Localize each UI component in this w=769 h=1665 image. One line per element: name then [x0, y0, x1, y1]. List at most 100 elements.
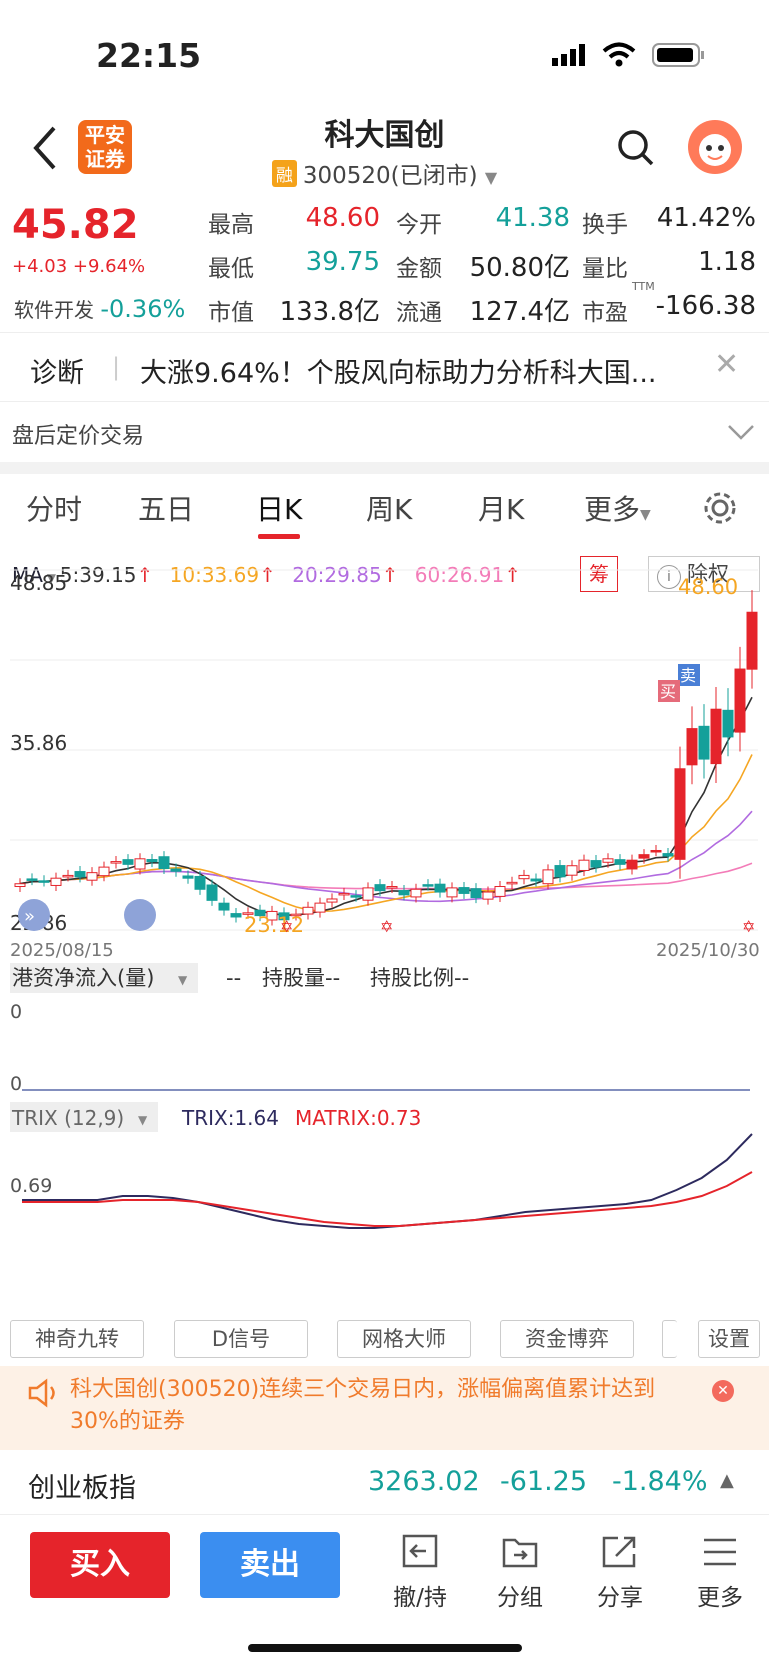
candle-body — [434, 883, 446, 893]
stock-subtitle[interactable]: 融 300520(已闭市) ▼ — [0, 156, 769, 190]
bottom-toolbar: 买入 卖出 撤/持 分组 分享 更多 — [0, 1516, 769, 1665]
chevron-left-icon — [33, 126, 56, 170]
chip-settings[interactable]: 设置 — [698, 1320, 760, 1358]
sector-info[interactable]: 软件开发 -0.36% — [14, 294, 185, 323]
quote-value: 133.8亿 — [279, 297, 380, 327]
tab-daily-k[interactable]: 日K — [256, 493, 303, 526]
trix-selector-bg[interactable] — [10, 1102, 158, 1132]
quote-label: 量比 — [582, 256, 628, 282]
quote-value: 39.75 — [305, 247, 380, 277]
chip-grid-master[interactable]: 网格大师 — [337, 1320, 471, 1358]
signal-icon — [552, 44, 592, 66]
group-label: 分组 — [497, 1585, 543, 1611]
share-button[interactable]: 分享 — [580, 1532, 660, 1612]
ex-rights-label: 除权 — [687, 562, 729, 586]
close-icon[interactable]: ✕ — [714, 347, 740, 382]
candle-body — [638, 854, 650, 859]
status-time: 22:15 — [96, 36, 202, 75]
hk-selector-bg[interactable] — [10, 963, 198, 993]
candle-body — [710, 708, 722, 765]
candle-body — [338, 892, 350, 896]
low-price-label: 23.12 — [244, 913, 304, 937]
candle-body — [38, 880, 50, 883]
avatar[interactable] — [688, 120, 742, 174]
candle-body — [698, 725, 710, 760]
diagnosis-banner[interactable]: 诊断 | 大涨9.64%！个股风向标助力分析科大国... ✕ — [0, 332, 769, 402]
candle-body — [542, 869, 554, 885]
buy-button[interactable]: 买入 — [30, 1532, 170, 1598]
y-mid-label: 35.86 — [10, 731, 67, 755]
tab-weekly-k[interactable]: 周K — [366, 493, 413, 526]
star-marker-icon: ✡ — [742, 917, 755, 936]
sector-change: -0.36% — [100, 295, 186, 323]
candle-body — [446, 887, 458, 898]
trix-value: TRIX:1.64 — [181, 1106, 279, 1130]
candle-body — [674, 768, 686, 860]
share-label: 分享 — [597, 1585, 643, 1611]
ma20-value: 20:29.85 — [292, 563, 382, 587]
hk-zero-label: 0 — [10, 1073, 22, 1095]
double-chevron-icon: » — [24, 906, 35, 927]
ttm-sup: TTM — [632, 280, 655, 293]
candle-body — [302, 906, 314, 915]
index-ticker[interactable]: 创业板指 3263.02 -61.25 -1.84% ▲ — [0, 1452, 769, 1515]
date-end-label: 2025/10/30 — [656, 940, 760, 961]
ex-rights-button[interactable]: i 除权 — [648, 556, 760, 592]
quote-value: 41.42% — [656, 203, 756, 233]
close-icon[interactable]: ✕ — [712, 1380, 734, 1402]
candle-body — [386, 886, 398, 889]
caret-down-icon: ▼ — [138, 1113, 148, 1127]
chip-d-signal[interactable]: D信号 — [174, 1320, 308, 1358]
battery-icon — [652, 42, 706, 68]
tab-monthly-k[interactable]: 月K — [478, 493, 525, 526]
candle-body — [62, 874, 74, 878]
quote-value: 1.18 — [698, 247, 756, 277]
candle-body — [554, 865, 566, 878]
chip-overflow[interactable] — [662, 1320, 677, 1358]
chip-magic-nine[interactable]: 神奇九转 — [10, 1320, 144, 1358]
ma20-path — [19, 810, 753, 903]
matrix-line — [22, 1171, 753, 1227]
post-trade-bar[interactable]: 盘后定价交易 — [0, 402, 769, 463]
k-line-chart[interactable]: 48.85 35.86 22.86 48.60 23.12 卖 买 » ✡ ✡ … — [0, 560, 769, 1280]
diagnosis-text: 大涨9.64%！个股风向标助力分析科大国... — [140, 358, 657, 389]
sell-button[interactable]: 卖出 — [200, 1532, 340, 1598]
divider: | — [112, 353, 121, 381]
chevron-down-icon — [728, 425, 754, 440]
chip-fund-game[interactable]: 资金博弈 — [500, 1320, 634, 1358]
fullscreen-icon[interactable] — [124, 899, 156, 931]
alert-text: 科大国创(300520)连续三个交易日内，涨幅偏离值累计达到30%的证券 — [70, 1377, 656, 1434]
gear-icon[interactable] — [702, 490, 738, 526]
candle-body — [278, 912, 290, 921]
trix-label: TRIX (12,9) — [11, 1106, 124, 1130]
cancel-hold-label: 撤/持 — [393, 1585, 447, 1611]
expand-left-icon[interactable] — [18, 899, 50, 931]
candle-body — [422, 884, 434, 887]
candle-body — [518, 874, 530, 880]
candle-body — [626, 859, 638, 870]
date-start-label: 2025/08/15 — [10, 940, 114, 961]
home-indicator — [248, 1644, 522, 1652]
candle-body — [410, 888, 422, 898]
candle-body — [650, 849, 662, 853]
candle-body — [158, 856, 170, 869]
ma5-path — [19, 696, 753, 917]
candle-body — [230, 913, 242, 918]
caret-up-icon[interactable]: ▲ — [720, 1470, 734, 1491]
back-button[interactable] — [24, 120, 64, 176]
chips-button[interactable]: 筹 — [580, 556, 618, 592]
cancel-hold-button[interactable]: 撤/持 — [380, 1532, 460, 1612]
candle-body — [746, 611, 758, 670]
candle-body — [134, 858, 146, 870]
ma-legend[interactable]: MA ▼ 5:39.15↑ 10:33.69↑ 20:29.85↑ 60:26.… — [12, 563, 521, 587]
more-button[interactable]: 更多 — [680, 1532, 760, 1612]
tab-intraday[interactable]: 分时 — [26, 493, 83, 526]
ma5-line — [19, 696, 753, 917]
tab-five-day[interactable]: 五日 — [138, 493, 195, 526]
tab-more[interactable]: 更多▼ — [584, 488, 651, 528]
group-button[interactable]: 分组 — [480, 1532, 560, 1612]
risk-alert[interactable]: 科大国创(300520)连续三个交易日内，涨幅偏离值累计达到30%的证券 ✕ — [0, 1366, 769, 1450]
search-icon[interactable] — [616, 128, 656, 168]
quote-label: 最高 — [208, 212, 254, 238]
candles — [14, 590, 758, 926]
